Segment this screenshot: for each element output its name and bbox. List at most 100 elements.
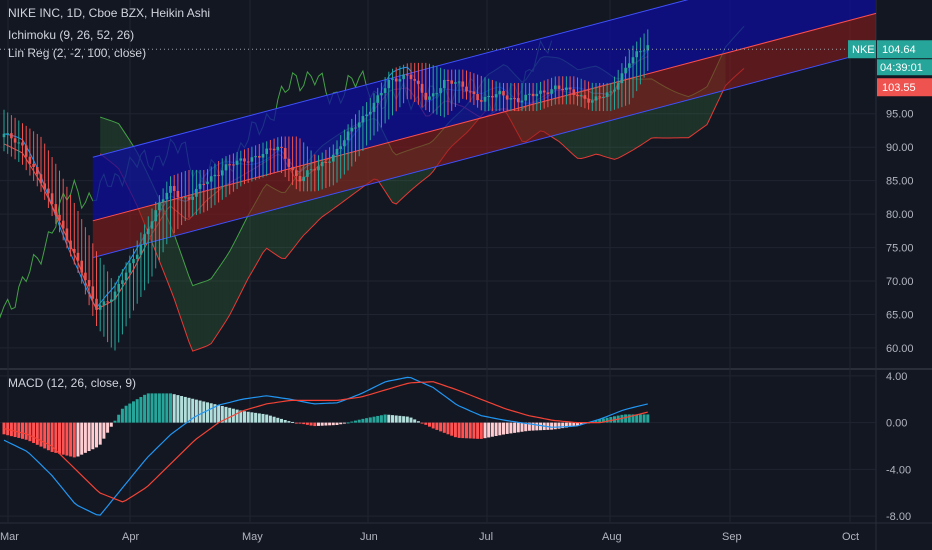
candle-body (598, 96, 601, 98)
cloud-segment (248, 208, 252, 279)
candle-body (80, 260, 83, 273)
macd-histogram-bar (283, 419, 287, 423)
candle-body (609, 91, 613, 93)
macd-histogram-bar (220, 405, 224, 423)
candle-body (106, 301, 109, 303)
candle-body (465, 86, 468, 92)
candle-body (124, 272, 128, 281)
candle-body (283, 147, 287, 159)
macd-histogram-bar (17, 422, 21, 438)
cloud-segment (218, 262, 223, 333)
candle-body (365, 114, 368, 117)
candle-body (243, 158, 246, 162)
macd-histogram-bar (305, 422, 309, 425)
candle-body (132, 258, 135, 264)
macd-histogram-bar (320, 422, 324, 426)
price-tick-label: 70.00 (886, 276, 914, 288)
macd-histogram-bar (457, 422, 461, 438)
lower-price-tag-label: 103.55 (882, 82, 916, 94)
macd-histogram-bar (479, 422, 483, 439)
candle-body (128, 263, 132, 273)
macd-histogram-bar (280, 418, 283, 423)
linreg-midline (92, 12, 877, 222)
macd-line (3, 376, 648, 516)
candle-body (239, 158, 243, 161)
candle-body (579, 95, 583, 97)
macd-histogram-bar (446, 422, 450, 435)
candle-body (624, 67, 627, 74)
candle-body (443, 79, 446, 89)
macd-histogram-bar (106, 422, 110, 433)
candle-body (531, 93, 535, 97)
macd-histogram-bar (394, 415, 398, 423)
linreg-legend[interactable]: Lin Reg (2, -2, 100, close) (8, 46, 147, 60)
candle-body (232, 164, 235, 166)
macd-histogram-bar (87, 422, 91, 452)
candle-body (313, 169, 317, 171)
candle-body (91, 286, 95, 299)
candle-body (276, 146, 280, 151)
macd-histogram-bar (246, 411, 250, 423)
candle-body (413, 79, 416, 81)
candle-body (61, 220, 65, 229)
candle-body (583, 95, 587, 99)
last-price-tag-label: 104.64 (882, 44, 916, 56)
candle-body (139, 244, 143, 255)
macd-histogram-bar (169, 393, 172, 423)
candle-body (461, 81, 465, 87)
candle-body (387, 79, 391, 89)
candle-body (224, 164, 228, 171)
macd-histogram-bar (598, 419, 602, 423)
macd-histogram-bar (313, 422, 317, 427)
candle-body (36, 167, 39, 175)
candle-body (261, 154, 265, 158)
cloud-segment (251, 202, 256, 273)
candle-body (135, 254, 139, 259)
macd-legend[interactable]: MACD (12, 26, close, 9) (8, 376, 137, 390)
candle-body (383, 88, 387, 94)
cloud-segment (229, 244, 234, 315)
candle-body (446, 79, 450, 81)
macd-histogram-bar (535, 422, 539, 431)
macd-histogram-bar (387, 414, 391, 423)
macd-histogram-bar (376, 415, 380, 423)
macd-histogram-bar (21, 422, 24, 439)
candle-body (616, 83, 620, 90)
candle-body (620, 73, 624, 84)
macd-histogram-bar (398, 415, 402, 423)
macd-histogram-bar (646, 414, 650, 423)
macd-histogram-bar (139, 397, 143, 423)
ichimoku-legend[interactable]: Ichimoku (9, 26, 52, 26) (8, 28, 135, 42)
macd-histogram-bar (505, 422, 509, 434)
candle-body (343, 140, 346, 147)
candle-body (298, 176, 302, 182)
macd-histogram-bar (235, 409, 239, 423)
macd-histogram-bar (461, 422, 465, 439)
candle-body (635, 51, 638, 58)
candle-body (110, 299, 113, 302)
macd-histogram-bar (439, 422, 443, 432)
time-tick-label: Oct (842, 531, 859, 543)
candle-body (306, 170, 309, 177)
macd-histogram-bar (594, 420, 598, 423)
macd-histogram-bar (638, 414, 642, 423)
macd-histogram-bar (2, 422, 6, 435)
countdown-tag-label: 04:39:01 (880, 62, 923, 74)
macd-histogram-bar (424, 422, 428, 425)
macd-histogram-bar (413, 419, 417, 423)
candle-body (317, 166, 320, 171)
time-tick-label: Apr (122, 531, 139, 543)
candle-body (402, 74, 405, 80)
cloud-segment (222, 257, 226, 327)
linreg-upper-line (92, 0, 689, 158)
candle-body (32, 163, 35, 168)
candle-body (2, 133, 6, 138)
cloud-segment (185, 265, 189, 343)
macd-histogram-bar (572, 422, 576, 427)
macd-histogram-bar (605, 417, 609, 423)
macd-histogram-bar (568, 422, 572, 428)
time-tick-label: Jun (360, 531, 378, 543)
candle-body (587, 98, 590, 103)
cloud-segment (681, 94, 685, 138)
